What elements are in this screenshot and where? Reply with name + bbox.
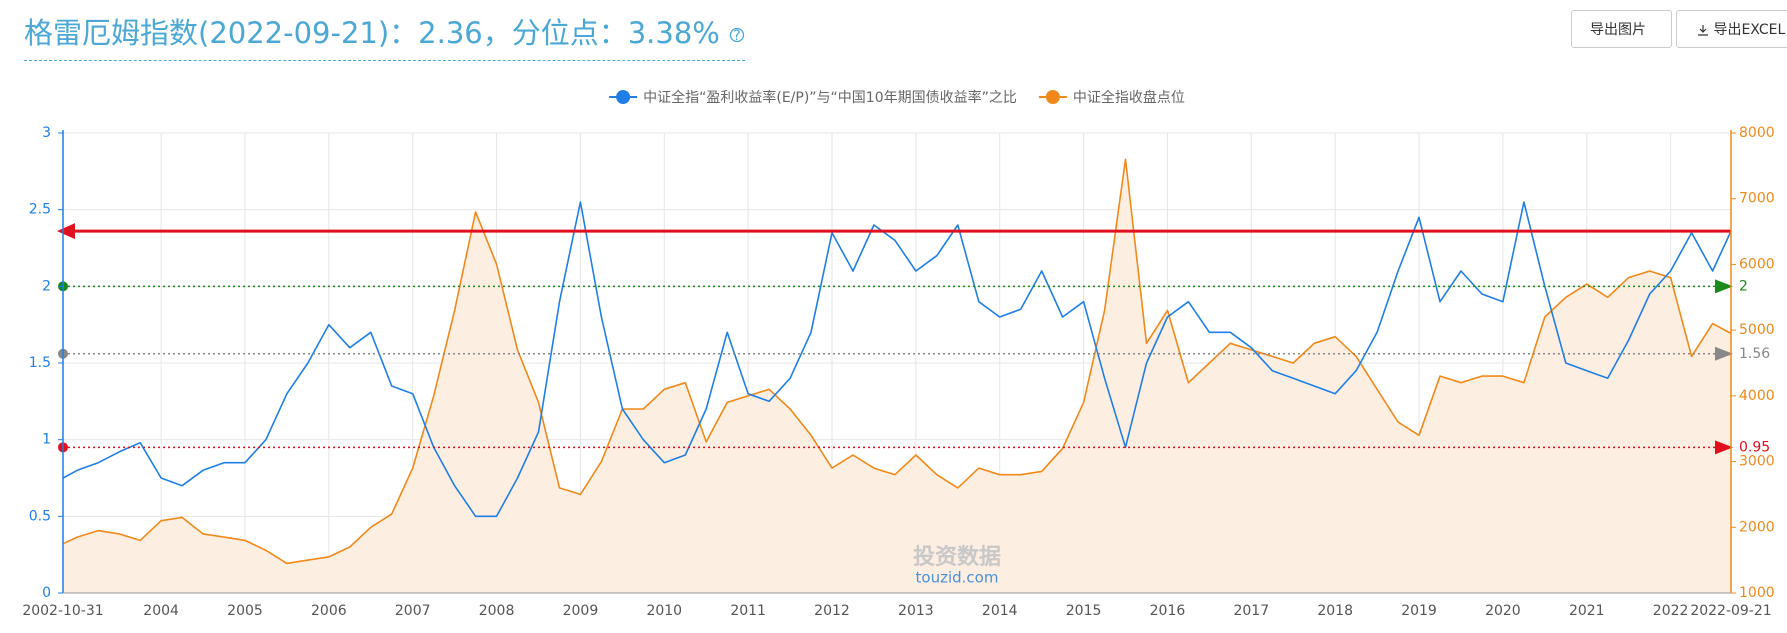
y2-tick-label: 4000 (1739, 388, 1775, 404)
x-tick-label: 2013 (898, 603, 934, 619)
series-area (63, 159, 1731, 594)
legend-label: 中证全指“盈利收益率(E/P)”与“中国10年期国债收益率”之比 (643, 89, 1017, 106)
series-line (63, 158, 1731, 565)
y-tick-label: 0.5 (29, 508, 51, 524)
legend-label: 中证全指收盘点位 (1073, 89, 1185, 106)
y-tick-label: 2 (42, 278, 51, 294)
watermark-text: 投资数据 (913, 544, 1001, 570)
y-tick-label: 1 (42, 432, 51, 448)
svg-text:?: ? (733, 28, 740, 43)
reference-dot (58, 348, 68, 359)
x-tick-label: 2022 (1653, 603, 1689, 619)
watermark: 投资数据 touzid.com (913, 544, 1001, 587)
export-image-button[interactable]: 导出图片 (1571, 10, 1672, 48)
reference-arrow (1715, 279, 1733, 294)
watermark-url: touzid.com (916, 569, 999, 587)
reference-arrow (57, 223, 75, 240)
y2-tick-label: 5000 (1739, 322, 1775, 338)
y2-tick-label: 8000 (1739, 125, 1775, 141)
x-tick-label: 2012 (814, 603, 850, 619)
reference-dot (58, 442, 68, 453)
x-tick-label: 2019 (1401, 603, 1437, 619)
x-tick-label: 2021 (1569, 603, 1605, 619)
title-text: 格雷厄姆指数(2022-09-21)：2.36，分位点：3.38% (24, 16, 720, 50)
y-tick-label: 0 (42, 585, 51, 601)
reference-label: 1.56 (1739, 346, 1770, 362)
y-tick-label: 1.5 (29, 355, 51, 371)
x-tick-label: 2004 (143, 603, 179, 619)
reference-label: 0.95 (1739, 439, 1770, 455)
download-icon (1698, 25, 1708, 36)
legend-item: 中证全指收盘点位 (1038, 89, 1185, 106)
x-tick-label: 2018 (1317, 603, 1353, 619)
y2-tick-label: 1000 (1739, 585, 1775, 601)
x-tick-label: 2015 (1066, 603, 1102, 619)
title: 格雷厄姆指数(2022-09-21)：2.36，分位点：3.38% ? (24, 10, 746, 61)
x-tick-label: 2010 (646, 603, 682, 619)
x-tick-label: 2007 (395, 603, 431, 619)
reference-lines: 2 1.56 0.95 (57, 223, 1770, 455)
reference-dot (58, 281, 68, 292)
legend: 中证全指“盈利收益率(E/P)”与“中国10年期国债收益率”之比 中证全指收盘点位 (609, 89, 1185, 106)
help-icon[interactable]: ? (729, 27, 745, 44)
x-tick-label: 2009 (563, 603, 599, 619)
legend-symbol (616, 90, 631, 104)
y-tick-label: 2.5 (29, 202, 51, 218)
x-tick-label: 2006 (311, 603, 347, 619)
series-line (63, 201, 1731, 518)
plot (63, 158, 1731, 594)
x-tick-label: 2002-10-31 (22, 603, 103, 619)
y2-tick-label: 3000 (1739, 454, 1775, 470)
legend-symbol (1045, 90, 1060, 104)
y2-tick-label: 6000 (1739, 256, 1775, 272)
x-tick-label: 2022-09-21 (1690, 603, 1771, 619)
reference-arrow (1715, 440, 1733, 455)
x-tick-label: 2005 (227, 603, 263, 619)
legend-item: 中证全指“盈利收益率(E/P)”与“中国10年期国债收益率”之比 (609, 89, 1017, 106)
y2-tick-label: 7000 (1739, 191, 1775, 207)
grid (62, 132, 1732, 594)
x-tick-label: 2014 (982, 603, 1018, 619)
reference-arrow (1715, 346, 1733, 361)
x-tick-label: 2020 (1485, 603, 1521, 619)
reference-label: 2 (1739, 278, 1748, 294)
x-tick-label: 2016 (1150, 603, 1186, 619)
x-tick-label: 2017 (1233, 603, 1269, 619)
export-excel-button[interactable]: 导出EXCEL (1676, 10, 1787, 48)
y-tick-label: 3 (42, 125, 51, 141)
export-excel-label: 导出EXCEL (1713, 22, 1786, 38)
x-tick-label: 2008 (479, 603, 515, 619)
y2-tick-label: 2000 (1739, 519, 1775, 535)
x-tick-label: 2011 (730, 603, 766, 619)
